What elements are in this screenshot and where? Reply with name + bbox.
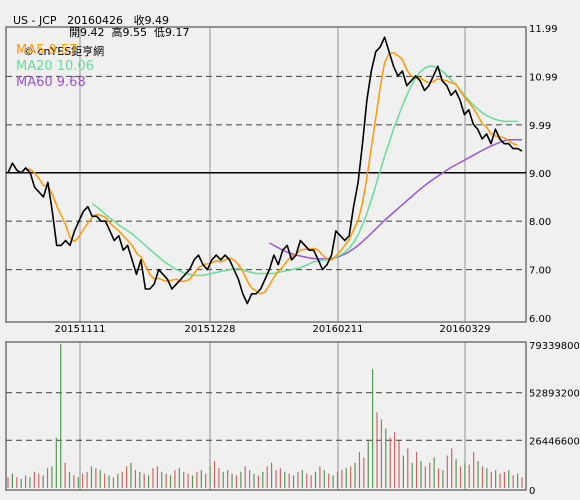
y-tick-label: 6.00 [529, 314, 551, 325]
legend-ma60: MA60 9.68 [16, 75, 86, 90]
open-label: 開9.42 [69, 26, 105, 39]
volume-y-tick-label: 26446600 [529, 436, 580, 447]
x-tick-label: 20151111 [55, 324, 106, 335]
legend-ma20: MA20 10.06 [16, 59, 94, 74]
volume-y-tick-label: 79339800 [529, 341, 580, 352]
high-label: 高9.55 [111, 26, 148, 39]
volume-panel [5, 341, 527, 491]
volume-y-tick-label: 0 [529, 486, 535, 497]
x-tick-label: 20160329 [440, 324, 491, 335]
source-label: © cnYES鉅亨網 [16, 30, 104, 59]
x-tick-label: 20160211 [313, 324, 364, 335]
low-label: 低9.17 [154, 26, 190, 39]
y-tick-label: 7.00 [529, 266, 551, 277]
y-tick-label: 9.00 [529, 169, 551, 180]
y-tick-label: 8.00 [529, 217, 551, 228]
series-ma20-line [91, 65, 518, 277]
series-ma5-line [25, 51, 518, 295]
close-label: 收9.49 [133, 14, 170, 27]
header-line-1: US - JCP 20160426 收9.49 [6, 3, 169, 27]
copyright-icon: © [23, 45, 34, 58]
date-label: 20160426 [67, 14, 124, 27]
legend-ma5: MA5 9.57 [16, 43, 78, 58]
symbol-label: US - JCP [13, 14, 57, 27]
source-text: cnYES鉅亨網 [37, 45, 105, 58]
header-line-2: 開9.42 高9.55 低9.17 [62, 15, 190, 39]
y-tick-label: 11.99 [529, 24, 558, 35]
x-tick-label: 20151228 [185, 324, 236, 335]
series-price-line [7, 36, 523, 305]
volume-y-tick-label: 52893200 [529, 389, 580, 400]
y-tick-label: 10.99 [529, 72, 558, 83]
y-tick-label: 9.99 [529, 121, 551, 132]
series-ma60-line [269, 139, 522, 260]
